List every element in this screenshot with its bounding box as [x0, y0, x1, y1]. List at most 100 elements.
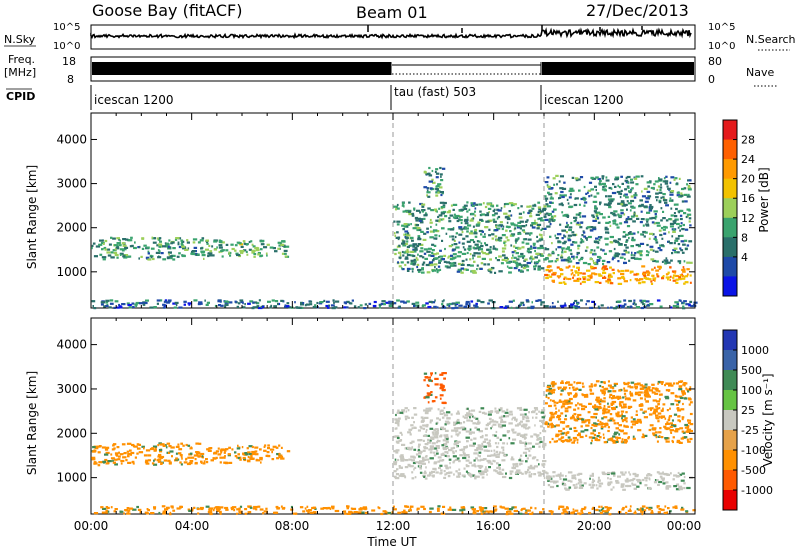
power-cbar-tick-5: 8: [741, 231, 748, 244]
vel-cbar-tick-6: -500: [741, 464, 766, 477]
freq-strip: Freq. [MHz] 18 8 80 0 Nave: [4, 53, 778, 87]
freq-tick-top: 18: [62, 55, 76, 68]
power-region-5: [544, 174, 693, 266]
vel-cbar-swatch-7: [723, 470, 737, 491]
power-region-0: [91, 236, 206, 261]
vel-ytick-label-1: 2000: [56, 426, 87, 440]
power-cbar-tick-1: 24: [741, 153, 755, 166]
vel-region-1: [205, 444, 291, 465]
velocity-x-ticks: [90, 318, 696, 514]
velocity-panel: 1000 2000 3000 4000 Slant Range [km] 1000 50…: [25, 317, 775, 516]
vel-cbar-tick-2: 100: [741, 384, 762, 397]
power-cbar-swatch-0: [723, 120, 737, 141]
vel-ytick-label-0: 1000: [56, 471, 87, 485]
vel-cbar-swatch-5: [723, 430, 737, 451]
power-colorbar: 28 24 20 16 12 8 4: [722, 119, 755, 297]
power-cbar-swatch-5: [723, 217, 737, 238]
power-ytick-label-3: 4000: [56, 132, 87, 146]
power-cbar-swatch-7: [723, 256, 737, 277]
power-cbar-swatch-1: [723, 139, 737, 160]
power-yticks: 1000 2000 3000 4000: [56, 132, 695, 279]
power-cbar-swatch-2: [723, 159, 737, 180]
date-title: 27/Dec/2013: [586, 1, 689, 20]
vel-cbar-tick-5: -100: [741, 444, 766, 457]
velocity-yticks: 1000 2000 3000 4000: [56, 338, 695, 485]
cpid-segment-3: icescan 1200: [544, 93, 623, 107]
time-axis-label: Time UT: [366, 535, 417, 549]
nsearch-tick-top: 10^5: [708, 22, 735, 33]
time-tick-0: 00:00: [74, 519, 109, 533]
power-cbar-tick-0: 28: [741, 134, 755, 147]
power-ylabel: Slant Range [km]: [25, 165, 39, 269]
time-tick-6: 00:00: [667, 519, 702, 533]
nave-tick-top: 80: [708, 55, 722, 68]
cpid-strip: CPID icescan 1200 tau (fast) 503 icescan…: [6, 85, 623, 110]
nsky-tick-top: 10^5: [53, 22, 80, 33]
nave-label: Nave: [746, 66, 774, 79]
velocity-colorbar: 1000 500 100 25 -25 -100 -500 -1000: [722, 329, 773, 511]
vel-cbar-tick-3: 25: [741, 404, 755, 417]
nave-tick-bottom: 0: [708, 73, 715, 86]
power-ytick-label-0: 1000: [56, 265, 87, 279]
nsky-label: N.Sky: [4, 33, 36, 46]
vel-cbar-swatch-4: [723, 410, 737, 431]
power-cbar-swatch-8: [723, 276, 737, 297]
vel-cbar-swatch-6: [723, 450, 737, 471]
freq-label-line1: Freq.: [8, 53, 35, 66]
vel-region-3: [423, 372, 447, 405]
nsearch-label: N.Search: [746, 33, 796, 46]
power-ytick-label-2: 3000: [56, 177, 87, 191]
velocity-data: [91, 319, 696, 516]
freq-band-1: [92, 62, 391, 75]
vel-region-4: [544, 471, 693, 491]
vel-cbar-swatch-0: [723, 330, 737, 351]
vel-region-6: [93, 505, 696, 516]
velocity-cbar-label: Velocity [m s⁻¹]: [761, 373, 775, 466]
power-cbar-tick-6: 4: [741, 251, 748, 264]
vel-cbar-tick-0: 1000: [741, 344, 769, 357]
vel-region-2: [393, 406, 547, 480]
power-region-4: [544, 265, 692, 285]
power-region-2: [393, 201, 547, 274]
station-title: Goose Bay (fitACF): [92, 1, 242, 20]
power-region-3: [423, 166, 446, 198]
time-tick-2: 08:00: [275, 519, 310, 533]
freq-tick-bottom: 8: [67, 73, 74, 86]
freq-label-line2: [MHz]: [4, 66, 36, 79]
velocity-ylabel: Slant Range [km]: [25, 371, 39, 475]
power-data: [91, 114, 698, 310]
cpid-label: CPID: [6, 90, 35, 103]
time-axis: 00:00 04:00 08:00 12:00 16:00 20:00 00:0…: [74, 519, 702, 549]
nsky-tick-bottom: 10^0: [53, 41, 80, 52]
time-tick-5: 20:00: [577, 519, 612, 533]
vel-region-0: [91, 442, 206, 467]
power-cbar-label: Power [dB]: [757, 167, 771, 232]
power-cbar-swatch-6: [723, 237, 737, 258]
vel-cbar-swatch-2: [723, 370, 737, 391]
nsearch-tick-bottom: 10^0: [708, 41, 735, 52]
time-tick-1: 04:00: [175, 519, 210, 533]
vel-cbar-swatch-1: [723, 350, 737, 371]
power-region-1: [205, 239, 290, 258]
beam-title: Beam 01: [356, 3, 428, 22]
nsky-strip: N.Sky 10^5 10^0 10^5 10^0 N.Search: [4, 22, 796, 52]
vel-cbar-swatch-8: [723, 490, 737, 511]
power-cbar-swatch-4: [723, 198, 737, 219]
vel-region-5: [544, 380, 694, 445]
vel-cbar-tick-4: -25: [741, 424, 759, 437]
cpid-segment-2: tau (fast) 503: [394, 85, 476, 99]
power-cbar-swatch-3: [723, 178, 737, 199]
nsky-trace: [90, 25, 692, 40]
freq-band-2: [542, 62, 694, 75]
vel-cbar-tick-7: -1000: [741, 484, 773, 497]
vel-cbar-swatch-3: [723, 390, 737, 411]
vel-ytick-label-3: 4000: [56, 338, 87, 352]
vel-ytick-label-2: 3000: [56, 382, 87, 396]
time-tick-4: 16:00: [476, 519, 511, 533]
cpid-segment-1: icescan 1200: [94, 93, 173, 107]
vel-cbar-tick-1: 500: [741, 364, 762, 377]
power-cbar-tick-3: 16: [741, 192, 755, 205]
power-cbar-tick-2: 20: [741, 173, 755, 186]
power-x-ticks: [90, 113, 696, 308]
